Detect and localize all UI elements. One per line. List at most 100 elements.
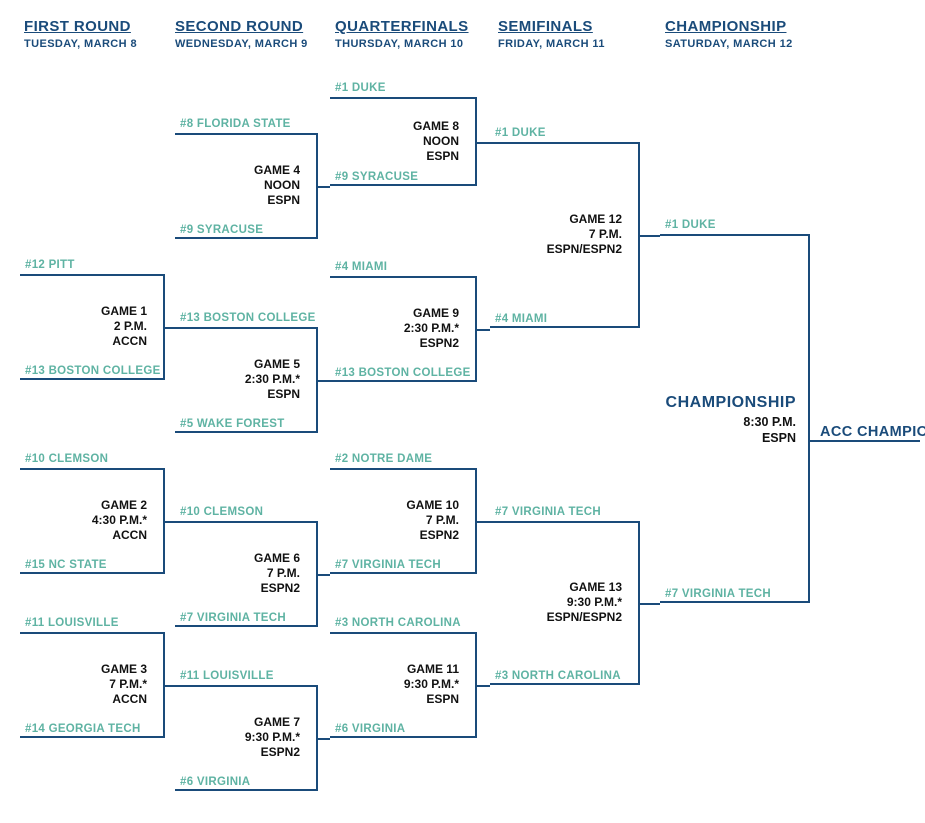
round-name: SECOND ROUND <box>175 18 308 35</box>
game-number: GAME 5 <box>245 357 300 372</box>
team-seed: #3 NORTH CAROLINA <box>335 617 461 629</box>
team-seed: #4 MIAMI <box>495 313 547 325</box>
header-qf: QUARTERFINALS THURSDAY, MARCH 10 <box>335 18 469 50</box>
game-info: GAME 52:30 P.M.*ESPN <box>245 357 300 402</box>
game-number: GAME 7 <box>245 715 300 730</box>
game-info: GAME 12 P.M.ACCN <box>101 304 147 349</box>
game-number: GAME 2 <box>92 498 147 513</box>
connector <box>318 380 330 382</box>
game-number: GAME 11 <box>404 662 459 677</box>
championship-time: 8:30 P.M. <box>666 414 796 430</box>
game-info: GAME 24:30 P.M.*ACCN <box>92 498 147 543</box>
game-info: GAME 107 P.M.ESPN2 <box>406 498 459 543</box>
game-time: 9:30 P.M.* <box>547 595 622 610</box>
game-network: ESPN <box>413 149 459 164</box>
game-time: 2:30 P.M.* <box>245 372 300 387</box>
team-seed: #12 PITT <box>25 259 75 271</box>
team-seed: #1 DUKE <box>665 219 716 231</box>
game-time: 2:30 P.M.* <box>404 321 459 336</box>
acc-champion-label: ACC CHAMPION <box>820 424 925 440</box>
team-seed: #6 VIRGINIA <box>180 776 250 788</box>
championship-label: CHAMPIONSHIP 8:30 P.M.ESPN <box>666 394 796 447</box>
connector <box>640 235 660 237</box>
game-time: NOON <box>254 178 300 193</box>
game-network: ESPN2 <box>254 581 300 596</box>
game-time: 9:30 P.M.* <box>245 730 300 745</box>
game-info: GAME 67 P.M.ESPN2 <box>254 551 300 596</box>
game-info: GAME 37 P.M.*ACCN <box>101 662 147 707</box>
team-seed: #5 WAKE FOREST <box>180 418 285 430</box>
game-info: GAME 119:30 P.M.*ESPN <box>404 662 459 707</box>
team-seed: #13 BOSTON COLLEGE <box>180 312 316 324</box>
round-date: THURSDAY, MARCH 10 <box>335 38 469 50</box>
game-network: ESPN <box>254 193 300 208</box>
game-time: 7 P.M. <box>406 513 459 528</box>
round-name: FIRST ROUND <box>24 18 137 35</box>
team-seed: #7 VIRGINIA TECH <box>335 559 441 571</box>
game-network: ACCN <box>92 528 147 543</box>
team-seed: #4 MIAMI <box>335 261 387 273</box>
team-seed: #2 NOTRE DAME <box>335 453 432 465</box>
team-seed: #8 FLORIDA STATE <box>180 118 291 130</box>
game-number: GAME 12 <box>547 212 622 227</box>
championship-title: CHAMPIONSHIP <box>666 394 796 412</box>
header-r1: FIRST ROUND TUESDAY, MARCH 8 <box>24 18 137 50</box>
team-seed: #7 VIRGINIA TECH <box>495 506 601 518</box>
game-time: 4:30 P.M.* <box>92 513 147 528</box>
game-time: NOON <box>413 134 459 149</box>
game-network: ESPN2 <box>404 336 459 351</box>
game-network: ESPN <box>245 387 300 402</box>
team-seed: #14 GEORGIA TECH <box>25 723 141 735</box>
game-network: ESPN/ESPN2 <box>547 242 622 257</box>
team-seed: #13 BOSTON COLLEGE <box>335 367 471 379</box>
connector <box>165 521 175 523</box>
team-seed: #6 VIRGINIA <box>335 723 405 735</box>
game-info: GAME 79:30 P.M.*ESPN2 <box>245 715 300 760</box>
connector <box>640 603 660 605</box>
game-network: ACCN <box>101 692 147 707</box>
game-time: 7 P.M. <box>254 566 300 581</box>
game-network: ESPN2 <box>245 745 300 760</box>
team-seed: #7 VIRGINIA TECH <box>665 588 771 600</box>
game-number: GAME 9 <box>404 306 459 321</box>
round-date: SATURDAY, MARCH 12 <box>665 38 793 50</box>
connector <box>318 186 330 188</box>
team-seed: #1 DUKE <box>495 127 546 139</box>
game-time: 7 P.M.* <box>101 677 147 692</box>
connector <box>318 574 330 576</box>
connector <box>810 440 920 442</box>
game-number: GAME 10 <box>406 498 459 513</box>
team-seed: #10 CLEMSON <box>180 506 263 518</box>
header-sf: SEMIFINALS FRIDAY, MARCH 11 <box>498 18 605 50</box>
team-seed: #9 SYRACUSE <box>335 171 418 183</box>
round-date: TUESDAY, MARCH 8 <box>24 38 137 50</box>
game-number: GAME 4 <box>254 163 300 178</box>
game-time: 9:30 P.M.* <box>404 677 459 692</box>
game-info: GAME 8NOONESPN <box>413 119 459 164</box>
game-time: 7 P.M. <box>547 227 622 242</box>
connector <box>165 327 175 329</box>
round-name: QUARTERFINALS <box>335 18 469 35</box>
header-ch: CHAMPIONSHIP SATURDAY, MARCH 12 <box>665 18 793 50</box>
team-seed: #1 DUKE <box>335 82 386 94</box>
connector <box>477 685 490 687</box>
game-time: 2 P.M. <box>101 319 147 334</box>
team-seed: #15 NC STATE <box>25 559 107 571</box>
game-info: GAME 139:30 P.M.*ESPN/ESPN2 <box>547 580 622 625</box>
game-network: ESPN/ESPN2 <box>547 610 622 625</box>
connector <box>477 521 490 523</box>
game-network: ACCN <box>101 334 147 349</box>
championship-network: ESPN <box>666 430 796 446</box>
game-number: GAME 3 <box>101 662 147 677</box>
game-network: ESPN <box>404 692 459 707</box>
game-number: GAME 13 <box>547 580 622 595</box>
game-network: ESPN2 <box>406 528 459 543</box>
game-number: GAME 8 <box>413 119 459 134</box>
game-info: GAME 4NOONESPN <box>254 163 300 208</box>
round-date: FRIDAY, MARCH 11 <box>498 38 605 50</box>
team-seed: #13 BOSTON COLLEGE <box>25 365 161 377</box>
team-seed: #11 LOUISVILLE <box>180 670 274 682</box>
team-seed: #11 LOUISVILLE <box>25 617 119 629</box>
round-date: WEDNESDAY, MARCH 9 <box>175 38 308 50</box>
game-info: GAME 127 P.M.ESPN/ESPN2 <box>547 212 622 257</box>
